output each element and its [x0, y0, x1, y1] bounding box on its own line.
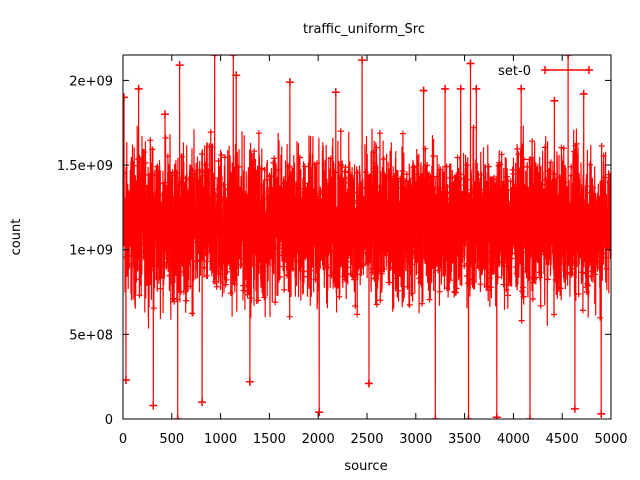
x-tick-label: 0 — [119, 432, 127, 447]
legend: set-0 — [498, 64, 593, 79]
x-tick-label: 4500 — [546, 432, 579, 447]
legend-label: set-0 — [498, 64, 531, 79]
data-point-extreme — [245, 377, 254, 386]
data-point-extreme — [285, 78, 294, 87]
data-point-extreme — [441, 84, 450, 93]
data-point-extreme — [173, 415, 182, 419]
data-point-extreme — [149, 401, 158, 410]
data-point-extreme — [331, 88, 340, 97]
x-tick-label: 500 — [159, 432, 184, 447]
data-point-extreme — [175, 61, 184, 70]
x-tick-label: 3000 — [399, 432, 432, 447]
series-markers-set-0 — [123, 55, 611, 419]
x-tick-label: 1000 — [204, 432, 237, 447]
data-point-extreme — [198, 398, 207, 407]
data-point-extreme — [472, 84, 481, 93]
data-point-extreme — [315, 408, 324, 417]
data-point-extreme — [419, 86, 428, 95]
data-point-extreme — [364, 379, 373, 388]
y-tick-label: 0 — [105, 413, 113, 428]
data-point-extreme — [492, 413, 501, 419]
y-tick-label: 1e+09 — [69, 244, 113, 259]
series-layer — [123, 55, 611, 419]
legend-marker — [541, 66, 549, 74]
x-axis-label: source — [344, 459, 387, 474]
data-point-extreme — [464, 415, 473, 419]
y-axis-label: count — [9, 219, 24, 256]
data-point-extreme — [517, 84, 526, 93]
x-axis-ticks: 0 500 1000 1500 2000 2500 3000 3500 4000 4500 5000 — [119, 55, 628, 447]
data-point-extreme — [550, 96, 559, 105]
data-point-extreme — [597, 409, 606, 418]
y-axis-ticks: 0 5e+08 1e+09 1.5e+09 2e+09 — [57, 74, 611, 428]
data-point-extreme — [134, 84, 143, 93]
data-point-extreme — [564, 55, 573, 59]
x-tick-label: 1500 — [253, 432, 286, 447]
x-tick-label: 5000 — [594, 432, 627, 447]
data-point-extreme — [570, 404, 579, 413]
data-point-extreme — [210, 55, 219, 59]
x-tick-label: 2000 — [302, 432, 335, 447]
x-tick-label: 2500 — [350, 432, 383, 447]
legend-marker — [585, 66, 593, 74]
y-tick-label: 5e+08 — [69, 328, 113, 343]
data-point-extreme — [431, 415, 440, 419]
data-point-extreme — [525, 415, 534, 419]
chart-title: traffic_uniform_Src — [303, 22, 425, 37]
x-tick-label: 3500 — [448, 432, 481, 447]
x-tick-label: 4000 — [497, 432, 530, 447]
data-point-extreme — [358, 56, 367, 65]
data-point-extreme — [160, 110, 169, 119]
data-point-extreme — [579, 89, 588, 98]
y-tick-label: 1.5e+09 — [57, 159, 113, 174]
data-point-extreme — [456, 84, 465, 93]
data-point-extreme — [232, 71, 241, 80]
data-point-extreme — [123, 93, 128, 102]
data-point-extreme — [466, 59, 475, 68]
y-tick-label: 2e+09 — [69, 74, 113, 89]
data-point-extreme — [229, 55, 238, 59]
